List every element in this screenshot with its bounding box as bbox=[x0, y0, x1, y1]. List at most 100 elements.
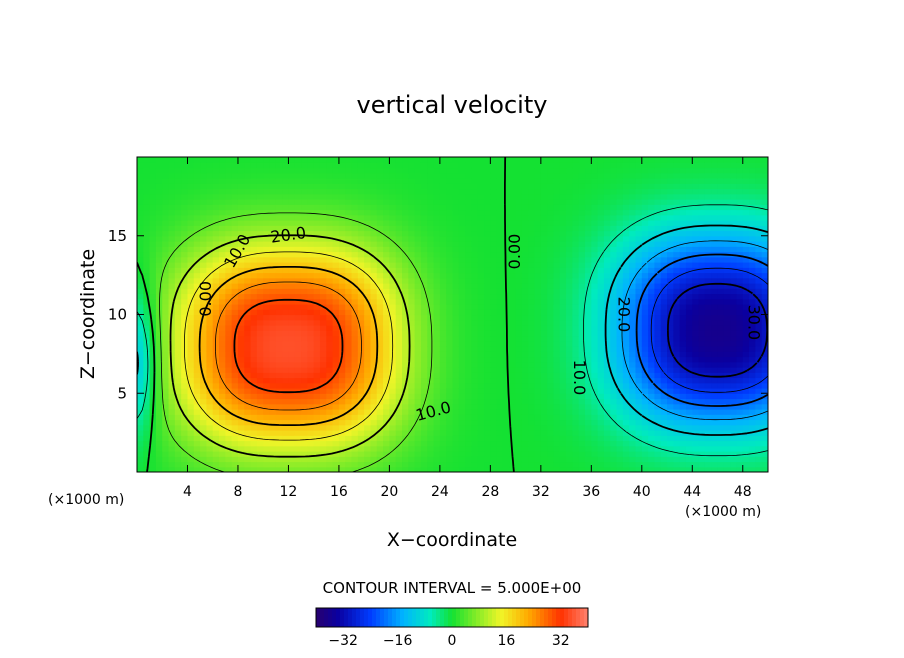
heatmap-cell bbox=[143, 325, 151, 331]
heatmap-cell bbox=[351, 367, 359, 373]
heatmap-cell bbox=[509, 214, 517, 221]
heatmap-cell bbox=[446, 256, 454, 263]
heatmap-cell bbox=[319, 430, 327, 436]
heatmap-cell bbox=[237, 424, 245, 431]
heatmap-cell bbox=[610, 193, 618, 200]
heatmap-cell bbox=[357, 330, 365, 337]
heatmap-cell bbox=[540, 283, 548, 289]
heatmap-cell bbox=[193, 262, 201, 268]
heatmap-cell bbox=[288, 319, 296, 326]
heatmap-cell bbox=[288, 225, 296, 232]
heatmap-cell bbox=[282, 435, 290, 442]
heatmap-cell bbox=[162, 172, 170, 179]
heatmap-cell bbox=[509, 440, 517, 447]
heatmap-cell bbox=[200, 183, 208, 190]
heatmap-cell bbox=[629, 283, 637, 289]
heatmap-cell bbox=[540, 199, 548, 205]
heatmap-cell bbox=[414, 272, 422, 279]
heatmap-cell bbox=[534, 225, 542, 232]
heatmap-cell bbox=[559, 419, 567, 426]
heatmap-cell bbox=[553, 388, 561, 394]
heatmap-cell bbox=[237, 430, 245, 436]
heatmap-cell bbox=[143, 335, 151, 342]
heatmap-cell bbox=[181, 403, 189, 410]
heatmap-cell bbox=[402, 277, 409, 284]
heatmap-cell bbox=[395, 157, 403, 163]
heatmap-cell bbox=[383, 319, 390, 326]
heatmap-cell bbox=[597, 372, 605, 379]
heatmap-cell bbox=[521, 414, 529, 421]
heatmap-cell bbox=[622, 188, 630, 195]
heatmap-cell bbox=[370, 262, 378, 268]
heatmap-cell bbox=[566, 283, 573, 289]
heatmap-cell bbox=[383, 262, 390, 268]
heatmap-cell bbox=[484, 183, 491, 190]
heatmap-cell bbox=[515, 356, 523, 363]
heatmap-cell bbox=[288, 298, 296, 305]
heatmap-cell bbox=[250, 377, 258, 384]
heatmap-cell bbox=[572, 430, 580, 436]
heatmap-cell bbox=[244, 409, 252, 415]
heatmap-cell bbox=[250, 183, 258, 190]
heatmap-cell bbox=[484, 214, 491, 221]
heatmap-cell bbox=[540, 309, 548, 316]
heatmap-cell bbox=[200, 172, 208, 179]
heatmap-cell bbox=[231, 199, 239, 205]
heatmap-cell bbox=[307, 277, 315, 284]
heatmap-cell bbox=[540, 172, 548, 179]
heatmap-cell bbox=[332, 330, 340, 337]
heatmap-cell bbox=[610, 157, 618, 163]
heatmap-cell bbox=[155, 435, 163, 442]
heatmap-cell bbox=[338, 435, 346, 442]
heatmap-cell bbox=[635, 335, 643, 342]
heatmap-cell bbox=[155, 398, 163, 405]
heatmap-cell bbox=[465, 246, 473, 253]
heatmap-cell bbox=[143, 157, 151, 163]
heatmap-cell bbox=[338, 178, 346, 184]
heatmap-cell bbox=[420, 393, 428, 400]
heatmap-cell bbox=[294, 309, 302, 316]
heatmap-cell bbox=[168, 461, 176, 468]
heatmap-cell bbox=[648, 188, 656, 195]
heatmap-cell bbox=[364, 351, 372, 358]
heatmap-cell bbox=[269, 319, 277, 326]
heatmap-cell bbox=[502, 361, 510, 368]
heatmap-cell bbox=[585, 335, 592, 342]
heatmap-cell bbox=[597, 456, 605, 463]
heatmap-cell bbox=[654, 235, 662, 242]
heatmap-cell bbox=[174, 461, 182, 468]
heatmap-cell bbox=[383, 214, 390, 221]
heatmap-cell bbox=[237, 367, 245, 373]
heatmap-cell bbox=[275, 277, 283, 284]
heatmap-cell bbox=[572, 209, 580, 216]
heatmap-cell bbox=[629, 314, 637, 321]
heatmap-cell bbox=[509, 330, 517, 337]
heatmap-cell bbox=[572, 440, 580, 447]
heatmap-cell bbox=[578, 414, 586, 421]
heatmap-cell bbox=[490, 377, 498, 384]
heatmap-cell bbox=[540, 293, 548, 300]
heatmap-cell bbox=[433, 451, 441, 457]
heatmap-cell bbox=[566, 272, 573, 279]
heatmap-cell bbox=[439, 235, 447, 242]
heatmap-cell bbox=[256, 424, 264, 431]
heatmap-cell bbox=[528, 372, 536, 379]
heatmap-cell bbox=[452, 456, 460, 463]
heatmap-cell bbox=[181, 188, 189, 195]
heatmap-cell bbox=[256, 225, 264, 232]
heatmap-cell bbox=[193, 346, 201, 352]
heatmap-cell bbox=[313, 256, 321, 263]
heatmap-cell bbox=[610, 183, 618, 190]
heatmap-cell bbox=[376, 377, 384, 384]
heatmap-cell bbox=[427, 309, 435, 316]
heatmap-cell bbox=[496, 309, 504, 316]
heatmap-cell bbox=[496, 304, 504, 310]
heatmap-cell bbox=[137, 335, 144, 342]
heatmap-cell bbox=[275, 367, 283, 373]
heatmap-cell bbox=[622, 330, 630, 337]
heatmap-cell bbox=[521, 367, 529, 373]
heatmap-cell bbox=[597, 304, 605, 310]
heatmap-cell bbox=[654, 409, 662, 415]
heatmap-cell bbox=[490, 424, 498, 431]
heatmap-cell bbox=[496, 204, 504, 211]
